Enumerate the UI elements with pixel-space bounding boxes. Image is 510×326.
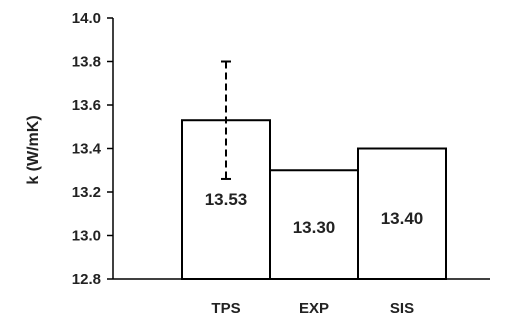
y-tick-label: 13.4 <box>72 141 102 158</box>
y-tick-label: 13.2 <box>72 184 101 201</box>
category-label: EXP <box>299 300 329 317</box>
y-axis-ticks: 12.8 13.0 13.2 13.4 13.6 13.8 14.0 <box>72 10 113 288</box>
category-label: SIS <box>390 300 414 317</box>
data-label: 13.40 <box>381 209 424 228</box>
y-tick-label: 13.0 <box>72 228 101 245</box>
y-tick-label: 14.0 <box>72 10 101 27</box>
y-tick-label: 13.6 <box>72 97 101 114</box>
bar-sis <box>357 147 447 280</box>
y-tick-label: 13.8 <box>72 54 101 71</box>
category-label: TPS <box>211 300 240 317</box>
y-axis-title: k (W/mK) <box>25 115 42 184</box>
data-label: 13.53 <box>205 190 248 209</box>
data-labels: 13.53 13.30 13.40 <box>205 190 424 237</box>
error-bars <box>221 60 231 180</box>
category-labels: TPS EXP SIS <box>211 300 414 317</box>
bar-exp <box>269 169 359 280</box>
y-tick-label: 12.8 <box>72 271 101 288</box>
data-label: 13.30 <box>293 218 336 237</box>
